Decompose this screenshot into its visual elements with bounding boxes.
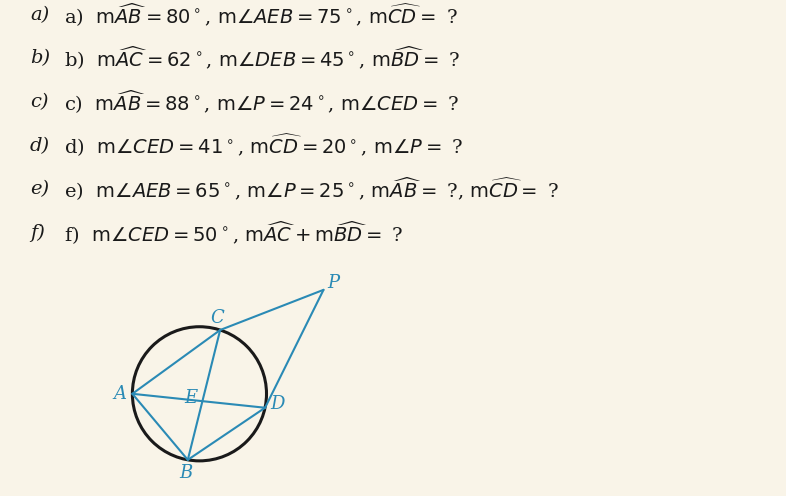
Text: C: C <box>210 309 224 327</box>
Text: E: E <box>184 389 197 407</box>
Text: c): c) <box>30 93 49 111</box>
Text: e)  $\mathrm{m}\angle AEB = 65^\circ$, $\mathrm{m}\angle P = 25^\circ$, $\mathrm: e) $\mathrm{m}\angle AEB = 65^\circ$, $\… <box>64 176 560 203</box>
Text: e): e) <box>30 181 49 198</box>
Text: f)  $\mathrm{m}\angle CED = 50^\circ$, $\mathrm{m}\widehat{AC} + \mathrm{m}\wide: f) $\mathrm{m}\angle CED = 50^\circ$, $\… <box>64 220 404 247</box>
Text: d)  $\mathrm{m}\angle CED = 41^\circ$, $\mathrm{m}\widehat{CD} = 20^\circ$, $\ma: d) $\mathrm{m}\angle CED = 41^\circ$, $\… <box>64 132 464 159</box>
Text: b)  $\mathrm{m}\widehat{AC} = 62^\circ$, $\mathrm{m}\angle DEB = 45^\circ$, $\ma: b) $\mathrm{m}\widehat{AC} = 62^\circ$, … <box>64 45 461 72</box>
Text: b): b) <box>30 50 50 67</box>
Text: A: A <box>114 385 127 403</box>
Text: B: B <box>179 464 193 482</box>
Text: d): d) <box>30 137 50 155</box>
Text: c)  $\mathrm{m}\widehat{AB} = 88^\circ$, $\mathrm{m}\angle P = 24^\circ$, $\math: c) $\mathrm{m}\widehat{AB} = 88^\circ$, … <box>64 89 460 116</box>
Text: D: D <box>270 395 285 413</box>
Text: a): a) <box>30 6 49 24</box>
Text: P: P <box>328 274 340 292</box>
Text: a)  $\mathrm{m}\widehat{AB} = 80^\circ$, $\mathrm{m}\angle AEB = 75^\circ$, $\ma: a) $\mathrm{m}\widehat{AB} = 80^\circ$, … <box>64 1 458 28</box>
Text: f): f) <box>30 224 45 242</box>
